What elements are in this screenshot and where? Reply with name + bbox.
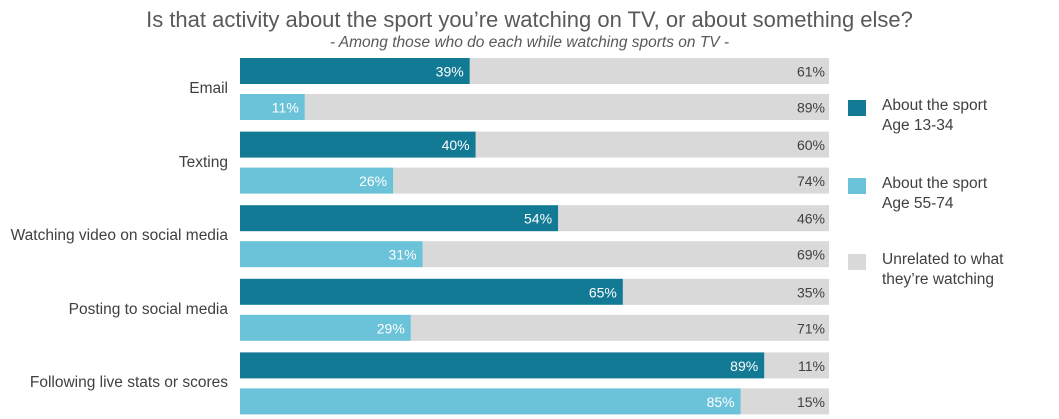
- data-label-unrelated-email-1: 61%: [797, 64, 825, 80]
- data-label-sport-email-2: 11%: [272, 100, 299, 116]
- data-label-sport-texting-1: 40%: [442, 137, 470, 153]
- bar-unrelated-email-1: [469, 58, 829, 84]
- bar-unrelated-posting-to-social-media-1: [622, 278, 829, 305]
- bar-sport-posting-to-social-media-2: [240, 314, 411, 341]
- legend-label: Unrelated to what they’re watching: [882, 250, 1059, 290]
- legend-swatch: [848, 100, 866, 116]
- bar-sport-texting-1: [240, 131, 476, 158]
- bar-unrelated-email-2: [304, 94, 829, 120]
- legend-label-line: Age 13-34: [882, 117, 954, 134]
- legend-label-line: they’re watching: [882, 271, 995, 288]
- data-label-unrelated-texting-1: 60%: [797, 137, 825, 153]
- data-label-sport-posting-to-social-media-2: 29%: [377, 320, 405, 336]
- category-label-watching-video-on-social-media: Watching video on social media: [10, 227, 228, 245]
- data-label-unrelated-posting-to-social-media-1: 35%: [797, 284, 825, 300]
- category-label-posting-to-social-media: Posting to social media: [68, 300, 228, 318]
- legend-swatch: [848, 178, 866, 194]
- data-label-unrelated-following-live-stats-or-scores-2: 15%: [797, 394, 825, 410]
- chart-subtitle: - Among those who do each while watching…: [329, 34, 730, 51]
- bar-sport-watching-video-on-social-media-1: [240, 205, 559, 232]
- bar-sport-posting-to-social-media-1: [240, 278, 623, 305]
- legend-label-line: Unrelated to what: [882, 251, 1004, 268]
- data-label-unrelated-watching-video-on-social-media-1: 46%: [797, 211, 825, 227]
- legend-swatch: [848, 254, 866, 270]
- data-label-unrelated-following-live-stats-or-scores-1: 11%: [798, 358, 825, 374]
- legend-label: About the sport Age 13-34: [882, 96, 1059, 136]
- data-label-sport-watching-video-on-social-media-1: 54%: [524, 211, 552, 227]
- bar-sport-email-1: [240, 58, 470, 84]
- category-label-following-live-stats-or-scores: Following live stats or scores: [29, 374, 228, 392]
- bar-sport-following-live-stats-or-scores-1: [240, 352, 765, 379]
- data-label-unrelated-posting-to-social-media-2: 71%: [797, 320, 825, 336]
- bar-unrelated-texting-2: [393, 167, 829, 194]
- data-label-unrelated-email-2: 89%: [797, 100, 825, 116]
- legend-label-line: About the sport: [882, 175, 988, 192]
- bar-unrelated-following-live-stats-or-scores-2: [740, 388, 829, 415]
- data-label-sport-posting-to-social-media-1: 65%: [589, 284, 617, 300]
- bar-sport-watching-video-on-social-media-2: [240, 241, 423, 268]
- bar-sport-email-2: [240, 94, 305, 120]
- legend-label: About the sport Age 55-74: [882, 174, 1059, 214]
- data-label-sport-following-live-stats-or-scores-2: 85%: [707, 394, 735, 410]
- data-label-unrelated-texting-2: 74%: [797, 173, 825, 189]
- data-label-sport-watching-video-on-social-media-2: 31%: [389, 247, 417, 263]
- bar-unrelated-watching-video-on-social-media-1: [558, 205, 829, 232]
- category-label-email: Email: [189, 80, 228, 97]
- data-label-sport-following-live-stats-or-scores-1: 89%: [730, 358, 758, 374]
- data-label-sport-email-1: 39%: [436, 64, 464, 80]
- legend-label-line: Age 55-74: [882, 195, 954, 212]
- bar-unrelated-watching-video-on-social-media-2: [422, 241, 829, 268]
- data-label-unrelated-watching-video-on-social-media-2: 69%: [797, 247, 825, 263]
- bar-sport-texting-2: [240, 167, 394, 194]
- legend-label-line: About the sport: [882, 97, 988, 114]
- bar-unrelated-texting-1: [475, 131, 829, 158]
- bar-sport-following-live-stats-or-scores-2: [240, 388, 741, 415]
- data-label-sport-texting-2: 26%: [359, 173, 387, 189]
- chart-title: Is that activity about the sport you’re …: [146, 7, 913, 32]
- bar-unrelated-following-live-stats-or-scores-1: [764, 352, 829, 379]
- bar-unrelated-posting-to-social-media-2: [410, 314, 829, 341]
- category-label-texting: Texting: [178, 153, 228, 171]
